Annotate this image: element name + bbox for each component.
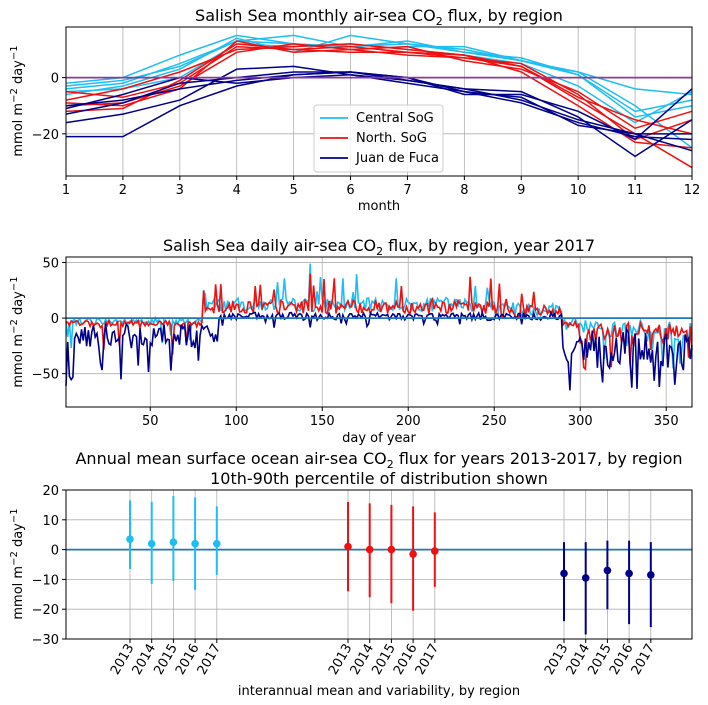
series-line-north — [65, 43, 693, 149]
daily-frame — [65, 256, 693, 408]
monthly-panel: Salish Sea monthly air-sea CO2 flux, by … — [9, 6, 700, 214]
daily-line-central — [65, 263, 693, 369]
mean-point-north — [409, 550, 417, 558]
x-tick-label: 2017 — [195, 642, 225, 678]
mean-point-central — [147, 539, 156, 548]
mean-point-north — [344, 542, 352, 551]
daily-line-juan — [65, 309, 693, 391]
series-line-juan — [65, 74, 693, 141]
y-tick-label: 0 — [51, 312, 59, 327]
daily-grid — [66, 257, 692, 407]
y-tick-label: 20 — [42, 484, 59, 499]
legend-label-north: North. SoG — [356, 131, 427, 146]
y-tick-label: −20 — [32, 128, 59, 143]
x-tick-label: 300 — [568, 414, 593, 429]
series-line-juan — [65, 71, 693, 141]
series-line-central — [65, 40, 693, 113]
monthly-series — [65, 34, 693, 169]
daily-line-north — [65, 273, 693, 371]
x-tick-label: 200 — [396, 414, 421, 429]
series-line-north — [65, 40, 693, 130]
mean-point-central — [169, 538, 178, 546]
annual-x-label: interannual mean and variability, by reg… — [238, 684, 520, 699]
annual-y-label: mmol m−2 day−1 — [9, 508, 26, 619]
legend-label-juan: Juan de Fuca — [355, 151, 439, 166]
x-tick-label: 350 — [654, 414, 679, 429]
x-tick-label: 6 — [346, 183, 354, 198]
mean-point-juan — [603, 566, 612, 575]
daily-x-ticks: 50 100 150 200 250 300 350 — [142, 407, 679, 429]
annual-subtitle: 10th-90th percentile of distribution sho… — [210, 469, 548, 488]
annual-y-ticks: −30 −20 −10 0 10 20 — [32, 484, 66, 648]
y-tick-label: 0 — [51, 72, 59, 87]
x-tick-label: 7 — [403, 183, 411, 198]
legend-label-central: Central SoG — [356, 111, 434, 126]
x-tick-label: 2017 — [629, 642, 659, 678]
daily-x-label: day of year — [342, 431, 416, 446]
x-tick-label: 150 — [310, 414, 335, 429]
y-tick-label: −20 — [32, 603, 59, 618]
x-tick-label: 10 — [570, 183, 587, 198]
x-tick-label: 1 — [62, 183, 70, 198]
x-tick-label: 100 — [224, 414, 249, 429]
x-tick-label: 3 — [176, 183, 184, 198]
daily-panel: Salish Sea daily air-sea CO2 flux, by re… — [9, 236, 693, 446]
mean-point-juan — [581, 574, 590, 582]
y-tick-label: −50 — [32, 368, 59, 383]
daily-title: Salish Sea daily air-sea CO2 flux, by re… — [163, 236, 595, 258]
y-tick-label: 0 — [51, 544, 59, 559]
daily-y-ticks: −50 0 50 — [32, 257, 66, 383]
annual-series — [66, 495, 692, 635]
x-tick-label: 8 — [460, 183, 468, 198]
series-line-north — [65, 43, 693, 169]
x-tick-label: 11 — [627, 183, 644, 198]
mean-point-north — [431, 547, 439, 555]
monthly-x-label: month — [358, 199, 400, 214]
y-tick-label: −30 — [32, 633, 59, 648]
x-tick-label: 250 — [482, 414, 507, 429]
y-tick-label: −10 — [32, 573, 59, 588]
daily-y-label: mmol m−2 day−1 — [9, 276, 26, 387]
monthly-frame — [65, 26, 693, 177]
y-tick-label: 50 — [42, 257, 59, 272]
mean-point-juan — [625, 569, 633, 578]
mean-point-north — [387, 545, 396, 554]
x-tick-label: 12 — [684, 183, 701, 198]
annual-frame — [65, 489, 693, 640]
annual-title: Annual mean surface ocean air-sea CO2 fl… — [75, 449, 682, 471]
x-tick-label: 50 — [142, 414, 159, 429]
annual-panel: Annual mean surface ocean air-sea CO2 fl… — [9, 449, 693, 699]
mean-point-central — [126, 535, 134, 543]
mean-point-north — [365, 545, 374, 554]
mean-point-juan — [647, 571, 655, 579]
mean-point-juan — [560, 569, 568, 578]
monthly-title: Salish Sea monthly air-sea CO2 flux, by … — [195, 6, 563, 28]
mean-point-central — [213, 539, 221, 548]
annual-grid — [66, 489, 692, 640]
legend-box — [313, 104, 444, 173]
series-line-juan — [65, 71, 693, 152]
x-tick-label: 4 — [233, 183, 241, 198]
monthly-y-ticks: −20 0 — [32, 72, 66, 143]
monthly-legend: Central SoG North. SoG Juan de Fuca — [313, 104, 444, 173]
x-tick-label: 5 — [289, 183, 297, 198]
mean-point-central — [191, 539, 199, 548]
series-line-central — [65, 34, 693, 118]
x-tick-label: 2017 — [413, 642, 443, 678]
daily-series — [65, 263, 693, 391]
monthly-y-label: mmol m−2 day−1 — [9, 45, 26, 156]
monthly-x-ticks: 1 2 3 4 5 6 7 8 9 10 11 12 — [62, 176, 700, 198]
x-tick-label: 2 — [119, 183, 127, 198]
y-tick-label: 10 — [42, 514, 59, 529]
x-tick-label: 9 — [517, 183, 525, 198]
